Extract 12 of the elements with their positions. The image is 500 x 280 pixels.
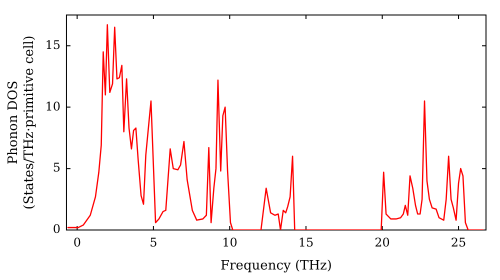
x-tick-label: 20 xyxy=(374,235,390,250)
y-tick-label: 10 xyxy=(45,99,60,114)
x-tick-label: 15 xyxy=(298,235,314,250)
x-tick-label: 5 xyxy=(150,235,158,250)
x-tick-label: 10 xyxy=(222,235,238,250)
x-tick-label: 0 xyxy=(73,235,81,250)
y-axis-title: Phonon DOS (States/THz·primitive cell) xyxy=(6,35,37,210)
y-tick-label: 15 xyxy=(45,38,60,52)
y-tick-label: 0 xyxy=(52,222,60,236)
y-tick-label: 5 xyxy=(52,160,60,175)
x-tick-label: 25 xyxy=(450,235,466,250)
x-axis-title: Frequency (THz) xyxy=(220,258,332,274)
